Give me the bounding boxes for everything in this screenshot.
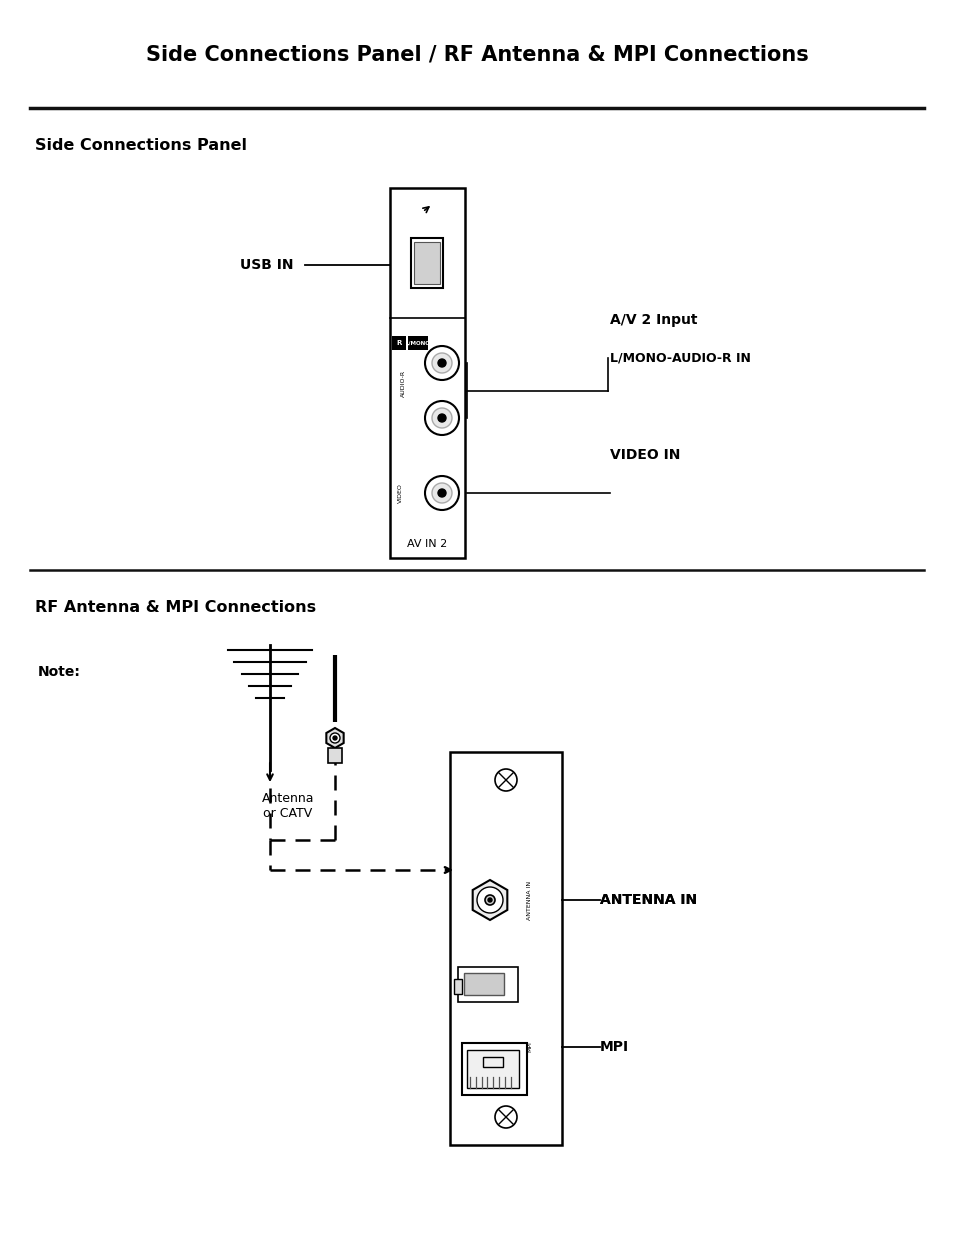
Bar <box>482 1057 502 1067</box>
Circle shape <box>437 414 446 422</box>
Bar <box>467 1050 518 1088</box>
Text: R: R <box>395 340 401 346</box>
Polygon shape <box>472 881 507 920</box>
Bar <box>461 1044 526 1095</box>
Text: ANTENNA IN: ANTENNA IN <box>599 893 697 906</box>
Text: L/MONO: L/MONO <box>405 341 430 346</box>
Text: VIDEO IN: VIDEO IN <box>609 448 679 462</box>
Text: MPI: MPI <box>527 1041 532 1052</box>
Bar <box>463 973 503 995</box>
Bar <box>457 967 517 1002</box>
Text: USB IN: USB IN <box>240 258 294 272</box>
Text: Side Connections Panel: Side Connections Panel <box>35 137 247 152</box>
Text: MPI: MPI <box>599 1040 628 1053</box>
Polygon shape <box>326 727 343 748</box>
Circle shape <box>495 1107 517 1128</box>
Circle shape <box>495 769 517 790</box>
Text: RF Antenna & MPI Connections: RF Antenna & MPI Connections <box>35 599 315 615</box>
Text: ANTENNA IN: ANTENNA IN <box>527 881 532 920</box>
Circle shape <box>424 401 458 435</box>
Text: Side Connections Panel / RF Antenna & MPI Connections: Side Connections Panel / RF Antenna & MP… <box>146 44 807 65</box>
Text: AUDIO-R: AUDIO-R <box>400 369 405 396</box>
Bar <box>392 336 406 350</box>
Circle shape <box>476 887 502 913</box>
Text: AV IN 2: AV IN 2 <box>407 538 447 550</box>
Circle shape <box>437 489 446 496</box>
Text: Antenna
or CATV: Antenna or CATV <box>261 792 314 820</box>
Bar <box>408 336 428 350</box>
Bar <box>411 238 443 288</box>
Text: Note:: Note: <box>38 664 81 679</box>
Bar <box>328 748 341 763</box>
Bar <box>450 752 561 1145</box>
Bar <box>454 979 461 994</box>
Bar <box>390 188 464 558</box>
Text: L/MONO-AUDIO-R IN: L/MONO-AUDIO-R IN <box>609 352 750 364</box>
Text: USB IN: USB IN <box>422 251 432 275</box>
Circle shape <box>437 359 446 367</box>
Bar <box>414 242 440 284</box>
Circle shape <box>424 475 458 510</box>
Circle shape <box>432 483 452 503</box>
Circle shape <box>424 346 458 380</box>
Text: VIDEO: VIDEO <box>397 483 402 503</box>
Circle shape <box>330 734 339 743</box>
Circle shape <box>432 353 452 373</box>
Circle shape <box>333 736 336 740</box>
Circle shape <box>432 408 452 429</box>
Text: A/V 2 Input: A/V 2 Input <box>609 312 697 327</box>
Circle shape <box>488 898 492 902</box>
Text: ANTENNA IN: ANTENNA IN <box>599 893 697 906</box>
Circle shape <box>484 895 495 905</box>
